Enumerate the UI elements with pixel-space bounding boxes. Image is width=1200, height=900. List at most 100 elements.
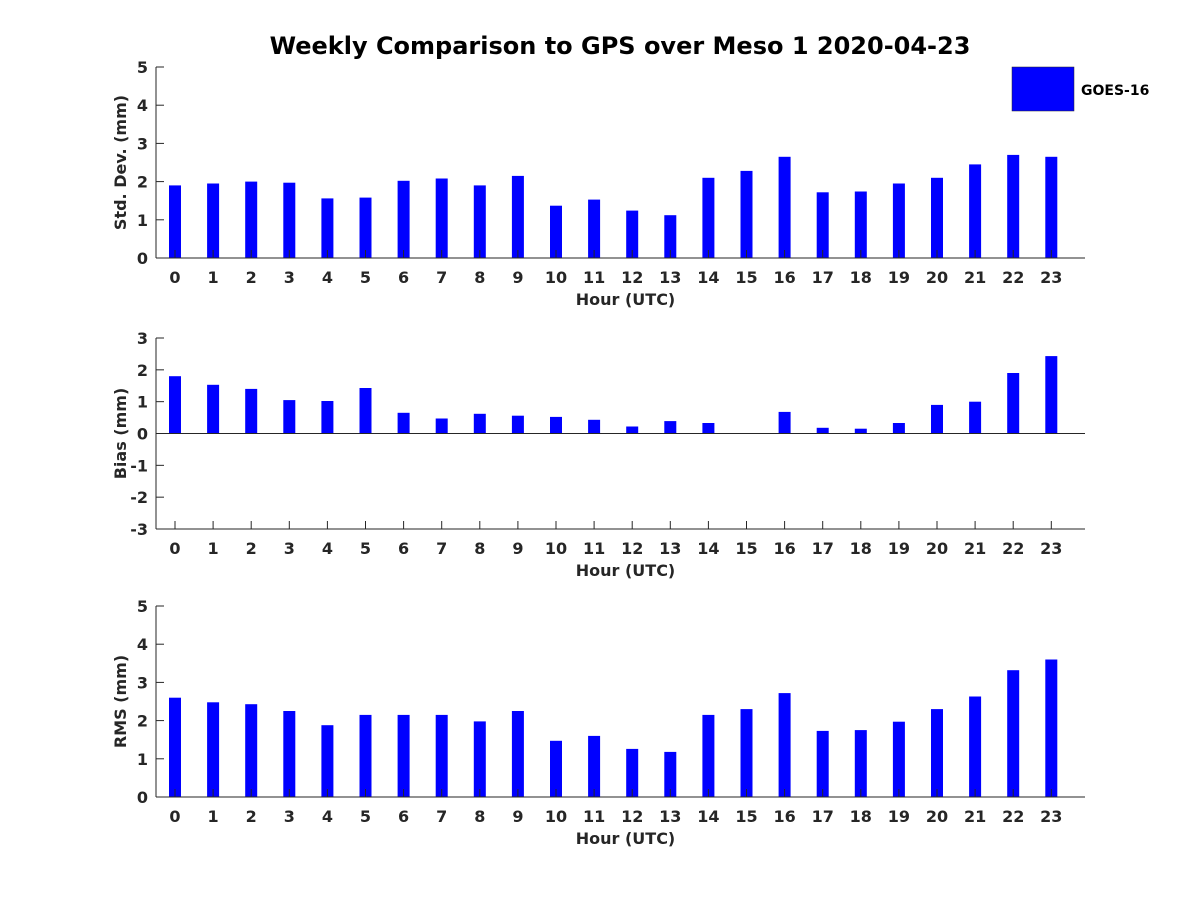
bias-xtick-label: 1 [208,539,219,558]
std-dev-xtick-label: 7 [436,268,447,287]
bias-bar-1 [207,384,220,434]
bias-xtick-label: 12 [621,539,643,558]
rms-bar-22 [1007,670,1020,797]
rms-bar-4 [321,725,334,797]
std-dev-bar-6 [397,180,410,258]
rms-xtick-label: 23 [1040,807,1062,826]
bias-xtick-label: 14 [697,539,719,558]
bias-bar-12 [626,426,639,434]
rms-bar-18 [854,730,867,797]
bias-xtick-label: 17 [812,539,834,558]
bias-bar-4 [321,401,334,434]
std-dev-ytick-label: 5 [137,58,148,77]
rms-bar-12 [626,748,639,797]
bias-ytick-label: 0 [137,425,148,444]
rms-xtick-label: 4 [322,807,333,826]
rms-bar-14 [702,714,715,797]
bias-bar-8 [473,413,486,434]
rms-xtick-label: 14 [697,807,719,826]
rms-xtick-label: 7 [436,807,447,826]
rms-xtick-label: 18 [850,807,872,826]
rms-ytick-label: 0 [137,788,148,807]
std-dev-xtick-label: 18 [850,268,872,287]
std-dev-xtick-label: 5 [360,268,371,287]
std-dev-xtick-label: 17 [812,268,834,287]
rms-bar-3 [283,711,296,797]
bias-xtick-label: 4 [322,539,333,558]
rms-bar-19 [892,721,905,797]
std-dev-xtick-label: 23 [1040,268,1062,287]
rms-bar-2 [245,704,258,797]
rms-bar-0 [169,697,181,797]
bias-ytick-label: 1 [137,393,148,412]
bias-bar-16 [778,411,791,434]
std-dev-bar-22 [1007,154,1020,258]
rms-bar-5 [359,714,372,797]
legend-label: GOES-16 [1081,83,1149,99]
bias-xtick-label: 10 [545,539,567,558]
bias-xtick-label: 0 [169,539,180,558]
bias-bar-9 [511,415,524,434]
rms-xtick-label: 1 [208,807,219,826]
rms-xtick-label: 6 [398,807,409,826]
bias-xtick-label: 5 [360,539,371,558]
rms-xtick-label: 12 [621,807,643,826]
bias-xtick-label: 23 [1040,539,1062,558]
std-dev-bar-10 [550,205,562,258]
std-dev-bar-2 [245,181,258,258]
std-dev-xtick-label: 1 [208,268,219,287]
bias-bar-22 [1007,373,1020,434]
std-dev-bar-11 [588,199,601,258]
std-dev-ytick-label: 3 [137,134,148,153]
std-dev-bar-5 [359,197,372,258]
std-dev-xtick-label: 4 [322,268,333,287]
bias-xtick-label: 9 [512,539,523,558]
rms-xtick-label: 17 [812,807,834,826]
rms-bar-17 [816,730,829,797]
bias-xtick-label: 15 [735,539,757,558]
rms-bar-23 [1045,659,1058,797]
rms-xtick-label: 3 [284,807,295,826]
rms-xtick-label: 13 [659,807,681,826]
std-dev-xtick-label: 3 [284,268,295,287]
legend: GOES-16 [1011,66,1149,112]
rms-bar-9 [511,711,524,797]
rms-ylabel: RMS (mm) [111,655,130,748]
std-dev-xtick-label: 2 [246,268,257,287]
rms-xtick-label: 9 [512,807,523,826]
std-dev-bar-14 [702,177,715,258]
rms-xtick-label: 22 [1002,807,1024,826]
std-dev-xtick-label: 20 [926,268,948,287]
std-dev-ytick-label: 4 [137,96,148,115]
rms-ytick-label: 4 [137,635,148,654]
bias-ytick-label: 2 [137,361,148,380]
std-dev-xtick-label: 8 [474,268,485,287]
std-dev-bar-20 [931,177,943,258]
bias-xtick-label: 3 [284,539,295,558]
rms-xtick-label: 21 [964,807,986,826]
bias-ytick-label: -2 [130,488,148,507]
bias-xlabel: Hour (UTC) [576,561,676,580]
bias-bar-11 [588,419,601,434]
std-dev-xtick-label: 11 [583,268,605,287]
rms-xtick-label: 10 [545,807,567,826]
bias-xtick-label: 22 [1002,539,1024,558]
bias-bar-14 [702,423,715,434]
bias-ytick-label: -3 [130,520,148,539]
rms-xtick-label: 20 [926,807,948,826]
std-dev-bar-0 [169,185,181,258]
bias-bar-10 [550,416,562,434]
std-dev-xlabel: Hour (UTC) [576,290,676,309]
std-dev-xtick-label: 0 [169,268,180,287]
rms-bar-8 [473,721,486,797]
rms-xtick-label: 11 [583,807,605,826]
bias-xtick-label: 20 [926,539,948,558]
bias-xtick-label: 6 [398,539,409,558]
rms-xtick-label: 2 [246,807,257,826]
std-dev-bar-12 [626,210,639,258]
rms-bar-16 [778,693,791,797]
rms-xtick-label: 0 [169,807,180,826]
